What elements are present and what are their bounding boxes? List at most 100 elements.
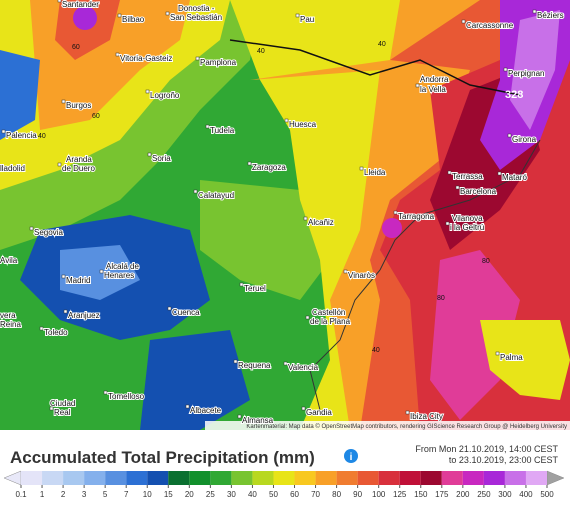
city-marker [247, 161, 252, 166]
city-label: Teruel [244, 284, 266, 293]
city-label: Burgos [66, 101, 91, 110]
city-marker [117, 13, 122, 18]
city-label: Vinaròs [348, 271, 375, 280]
colorbar-swatch [252, 471, 274, 485]
area [140, 330, 250, 430]
city-label: Aranjuez [68, 311, 100, 320]
city-label: Soria [152, 154, 171, 163]
city-label: Calatayud [198, 191, 234, 200]
city-label: Tomelloso [108, 392, 145, 401]
city-marker [61, 99, 66, 104]
city-marker [99, 269, 104, 274]
city-label: Gandia [306, 408, 332, 417]
city-label: Alcañiz [308, 218, 334, 227]
colorbar-swatch [399, 471, 421, 485]
city-label: Reina [0, 320, 21, 329]
city-label: Real [54, 408, 71, 417]
colorbar-swatch [441, 471, 463, 485]
colorbar-high [546, 470, 565, 486]
city-label: la Vella [420, 85, 446, 94]
attribution-bg [205, 421, 570, 430]
city-marker [195, 56, 200, 61]
period-to: to 23.10.2019, 23:00 CEST [449, 455, 559, 465]
city-marker [447, 170, 452, 175]
colorbar-swatch [105, 471, 127, 485]
city-label: Bilbao [122, 15, 145, 24]
city-marker [461, 19, 466, 24]
colorbar-swatch [483, 471, 505, 485]
city-marker [455, 185, 460, 190]
colorbar-low [3, 470, 22, 486]
colorbar-swatch [336, 471, 358, 485]
colorbar-label: 10 [143, 490, 152, 499]
area [510, 10, 560, 130]
area [200, 180, 330, 300]
colorbar-label: 300 [498, 490, 512, 499]
colorbar-label: 250 [477, 490, 491, 499]
colorbar-swatch [21, 471, 43, 485]
city-label: lladolid [0, 164, 25, 173]
contour-label: 40 [38, 133, 46, 140]
city-label: Tarragona [398, 212, 435, 221]
city-label: Girona [512, 135, 537, 144]
area [55, 0, 120, 60]
colorbar-swatch [168, 471, 190, 485]
colorbar-label: 90 [353, 490, 362, 499]
city-marker [507, 133, 512, 138]
city-label: Donostia - [178, 4, 215, 13]
city-marker [305, 315, 310, 320]
colorbar-label: 50 [269, 490, 278, 499]
city-label: Lleida [364, 168, 386, 177]
city-marker [205, 124, 210, 129]
area [382, 218, 402, 238]
colorbar-swatch [294, 471, 316, 485]
area [0, 50, 40, 140]
city-label: Logroño [150, 91, 180, 100]
colorbar-label: 70 [311, 490, 320, 499]
colorbar-label: 25 [206, 490, 215, 499]
city-label: Castellón [312, 308, 345, 317]
map: Kartenmaterial: Map data © OpenStreetMap… [0, 0, 570, 430]
city-label: Vilanova [452, 214, 483, 223]
colorbar-swatch [357, 471, 379, 485]
city-marker [343, 269, 348, 274]
colorbar-swatch [504, 471, 526, 485]
colorbar-label: 0.1 [15, 490, 27, 499]
colorbar-swatch [126, 471, 148, 485]
info-button[interactable] [344, 449, 358, 463]
city-label: Santander [62, 0, 99, 9]
city-marker [145, 89, 150, 94]
city-marker [497, 171, 502, 176]
city-label: Perpignan [508, 69, 544, 78]
contour-label: 328 [505, 89, 523, 101]
city-marker [193, 189, 198, 194]
colorbar-label: 500 [540, 490, 554, 499]
colorbar-swatch [273, 471, 295, 485]
city-label: Ibiza City [410, 412, 443, 421]
city-label: Carcassonne [466, 21, 514, 30]
colorbar-swatch [42, 471, 64, 485]
colorbar-label: 80 [332, 490, 341, 499]
city-label: Henares [104, 271, 134, 280]
city-label: Béziers [537, 11, 564, 20]
city-label: Vitoria-Gasteiz [120, 54, 172, 63]
colorbar-swatch [84, 471, 106, 485]
city-marker [147, 152, 152, 157]
city-label: Madrid [66, 276, 90, 285]
colorbar-swatch [189, 471, 211, 485]
city-label: Requena [238, 361, 271, 370]
city-label: Mataró [502, 173, 527, 182]
colorbar-swatch [147, 471, 169, 485]
coastline [379, 139, 541, 271]
colorbar-label: 1 [40, 490, 45, 499]
colorbar-label: 175 [435, 490, 449, 499]
info-icon[interactable]: i [350, 452, 353, 463]
city-label: vera [0, 311, 16, 320]
colorbar-label: 60 [290, 490, 299, 499]
city-label: Segovia [34, 228, 63, 237]
city-label: Palencia [6, 131, 37, 140]
colorbar-label: 200 [456, 490, 470, 499]
colorbar-swatch [378, 471, 400, 485]
colorbar-label: 2 [61, 490, 66, 499]
city-label: Avila [0, 256, 18, 265]
